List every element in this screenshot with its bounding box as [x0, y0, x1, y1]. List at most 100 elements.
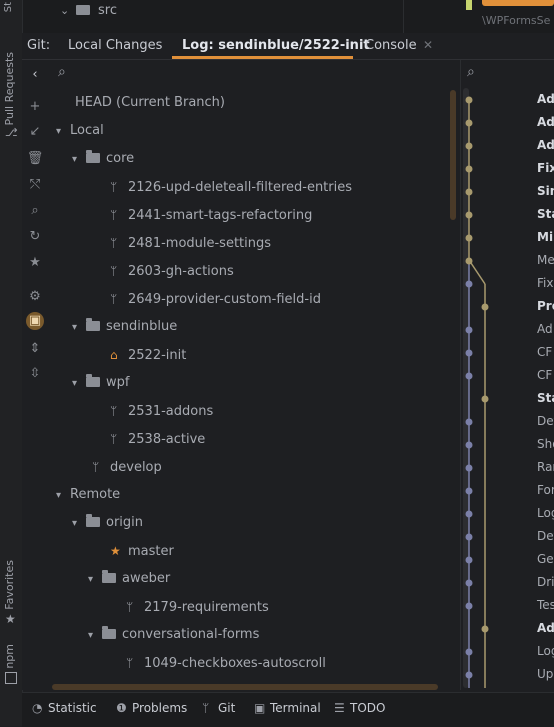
commit-row[interactable]: Ad — [537, 138, 554, 152]
branch-item[interactable]: ᛘ 1049-checkboxes-autoscroll — [126, 652, 326, 674]
tree-local[interactable]: ▾ Local — [56, 120, 104, 142]
commit-row[interactable]: CF — [537, 345, 553, 359]
current-branch-item[interactable]: ⌂ 2522-init — [110, 344, 186, 366]
branch-search[interactable]: ⌕ — [48, 60, 460, 88]
commit-row[interactable]: Pro — [537, 299, 554, 313]
commit-row[interactable]: Sin — [537, 184, 554, 198]
commit-dot — [465, 119, 473, 127]
folder-wpf[interactable]: ▾ wpf — [72, 372, 129, 394]
problems-tab[interactable]: ❶ Problems — [116, 693, 187, 723]
branch-develop[interactable]: ᛘ develop — [92, 456, 162, 478]
branch-item[interactable]: ᛘ 2538-active — [110, 428, 205, 450]
search-icon[interactable]: ⌕ — [31, 203, 39, 218]
folder-conversational-forms[interactable]: ▾ conversational-forms — [88, 624, 259, 646]
chevron-down-icon[interactable]: ⌄ — [60, 4, 70, 17]
commit-row[interactable]: Ad — [537, 621, 554, 635]
commit-row[interactable]: Driv — [537, 575, 554, 589]
collapse-left-icon[interactable]: ‹ — [32, 67, 38, 82]
commit-row[interactable]: Det — [537, 414, 554, 428]
delete-icon[interactable]: 🗑 — [26, 151, 44, 166]
tree-remote[interactable]: ▾ Remote — [56, 484, 120, 506]
tree-horizontal-scrollbar[interactable] — [52, 684, 438, 690]
terminal-tab[interactable]: ▣ Terminal — [254, 693, 321, 723]
chevron-down-icon[interactable]: ▾ — [88, 574, 94, 585]
favorites-label[interactable]: Favorites — [3, 560, 16, 610]
todo-tab[interactable]: ☰ TODO — [334, 693, 385, 723]
commit-dot — [465, 418, 473, 426]
todo-icon: ☰ — [334, 701, 345, 715]
commit-dot — [465, 234, 473, 242]
branch-item[interactable]: ᛘ 2441-smart-tags-refactoring — [110, 204, 312, 226]
branch-icon: ᛘ — [110, 264, 118, 278]
branch-master[interactable]: ★ master — [110, 540, 174, 562]
commit-row[interactable]: Ad — [537, 92, 554, 106]
commit-row[interactable]: Ran — [537, 460, 554, 474]
tree-head[interactable]: HEAD (Current Branch) — [75, 95, 225, 110]
commit-row[interactable]: Log — [537, 506, 554, 520]
commit-row[interactable]: Me — [537, 253, 554, 267]
branch-item[interactable]: ᛘ 2179-requirements — [126, 596, 269, 618]
statistic-tab[interactable]: ◔ Statistic — [32, 693, 97, 723]
commit-row[interactable]: Det — [537, 529, 554, 543]
problems-icon: ❶ — [116, 701, 127, 715]
search-icon[interactable]: ⌕ — [467, 64, 475, 80]
commit-row[interactable]: Fix — [537, 276, 554, 290]
tree-vertical-scrollbar[interactable] — [450, 90, 456, 220]
git-prefix: Git: — [27, 38, 51, 53]
branch-item[interactable]: ᛘ 2649-provider-custom-field-id — [110, 288, 321, 310]
close-icon[interactable]: ✕ — [423, 38, 434, 52]
git-tab[interactable]: ᛘ Git — [202, 693, 235, 723]
merge-icon[interactable]: ⤲ — [29, 177, 41, 192]
tab-console[interactable]: Console — [365, 38, 417, 53]
arrow-down-left-icon[interactable]: ↙ — [29, 124, 41, 139]
path-label: \WPFormsSe — [482, 14, 551, 27]
branch-item[interactable]: ᛘ 2603-gh-actions — [110, 260, 234, 282]
commit-row[interactable]: Min — [537, 230, 554, 244]
folder-core[interactable]: ▾ core — [72, 148, 134, 170]
branch-item[interactable]: ᛘ 2531-addons — [110, 400, 213, 422]
tab-local-changes[interactable]: Local Changes — [68, 38, 163, 53]
commit-row[interactable]: Ad — [537, 115, 554, 129]
commit-row[interactable]: Up — [537, 667, 554, 681]
commit-dot — [481, 395, 489, 403]
favorite-star-icon[interactable]: ★ — [29, 255, 41, 270]
commit-row[interactable]: CF — [537, 368, 553, 382]
chevron-down-icon[interactable]: ▾ — [72, 154, 78, 165]
gear-icon[interactable]: ⚙ — [29, 289, 41, 304]
folder-origin[interactable]: ▾ origin — [72, 512, 143, 534]
structure-label[interactable]: St — [3, 2, 14, 13]
expand-all-icon[interactable]: ⇕ — [29, 341, 41, 356]
chevron-down-icon[interactable]: ▾ — [56, 126, 62, 137]
chevron-down-icon[interactable]: ▾ — [56, 490, 62, 501]
star-icon[interactable]: ★ — [5, 612, 16, 626]
commit-row[interactable]: Fix — [537, 161, 554, 175]
src-label[interactable]: src — [98, 3, 117, 18]
branch-item[interactable]: ᛘ 2481-module-settings — [110, 232, 271, 254]
chevron-down-icon[interactable]: ▾ — [72, 322, 78, 333]
commit-row[interactable]: Ger — [537, 552, 554, 566]
npm-icon[interactable] — [5, 672, 17, 684]
npm-label[interactable]: npm — [3, 644, 16, 669]
branch-item[interactable]: ᛘ 2126-upd-deleteall-filtered-entries — [110, 176, 352, 198]
tab-log[interactable]: Log: sendinblue/2522-init — [182, 38, 370, 53]
group-by-directory-icon[interactable]: ▣ — [26, 312, 44, 330]
chevron-down-icon[interactable]: ▾ — [88, 630, 94, 641]
commit-row[interactable]: Sta — [537, 391, 554, 405]
add-icon[interactable]: + — [29, 99, 41, 114]
commit-dot — [465, 372, 473, 380]
commit-row[interactable]: Sta — [537, 207, 554, 221]
pull-requests-icon[interactable]: ⎇ — [5, 126, 18, 139]
commit-row[interactable]: Tes — [537, 598, 554, 612]
chevron-down-icon[interactable]: ▾ — [72, 518, 78, 529]
refresh-icon[interactable]: ↻ — [29, 229, 41, 244]
folder-sendinblue[interactable]: ▾ sendinblue — [72, 316, 177, 338]
pull-requests-label[interactable]: Pull Requests — [3, 52, 16, 126]
commit-row[interactable]: Sho — [537, 437, 554, 451]
folder-aweber[interactable]: ▾ aweber — [88, 568, 170, 590]
commit-row[interactable]: Ad — [537, 322, 553, 336]
log-scrollbar[interactable] — [463, 88, 469, 688]
commit-row[interactable]: For — [537, 483, 554, 497]
chevron-down-icon[interactable]: ▾ — [72, 378, 78, 389]
commit-row[interactable]: Log — [537, 644, 554, 658]
collapse-all-icon[interactable]: ⇳ — [29, 366, 41, 381]
